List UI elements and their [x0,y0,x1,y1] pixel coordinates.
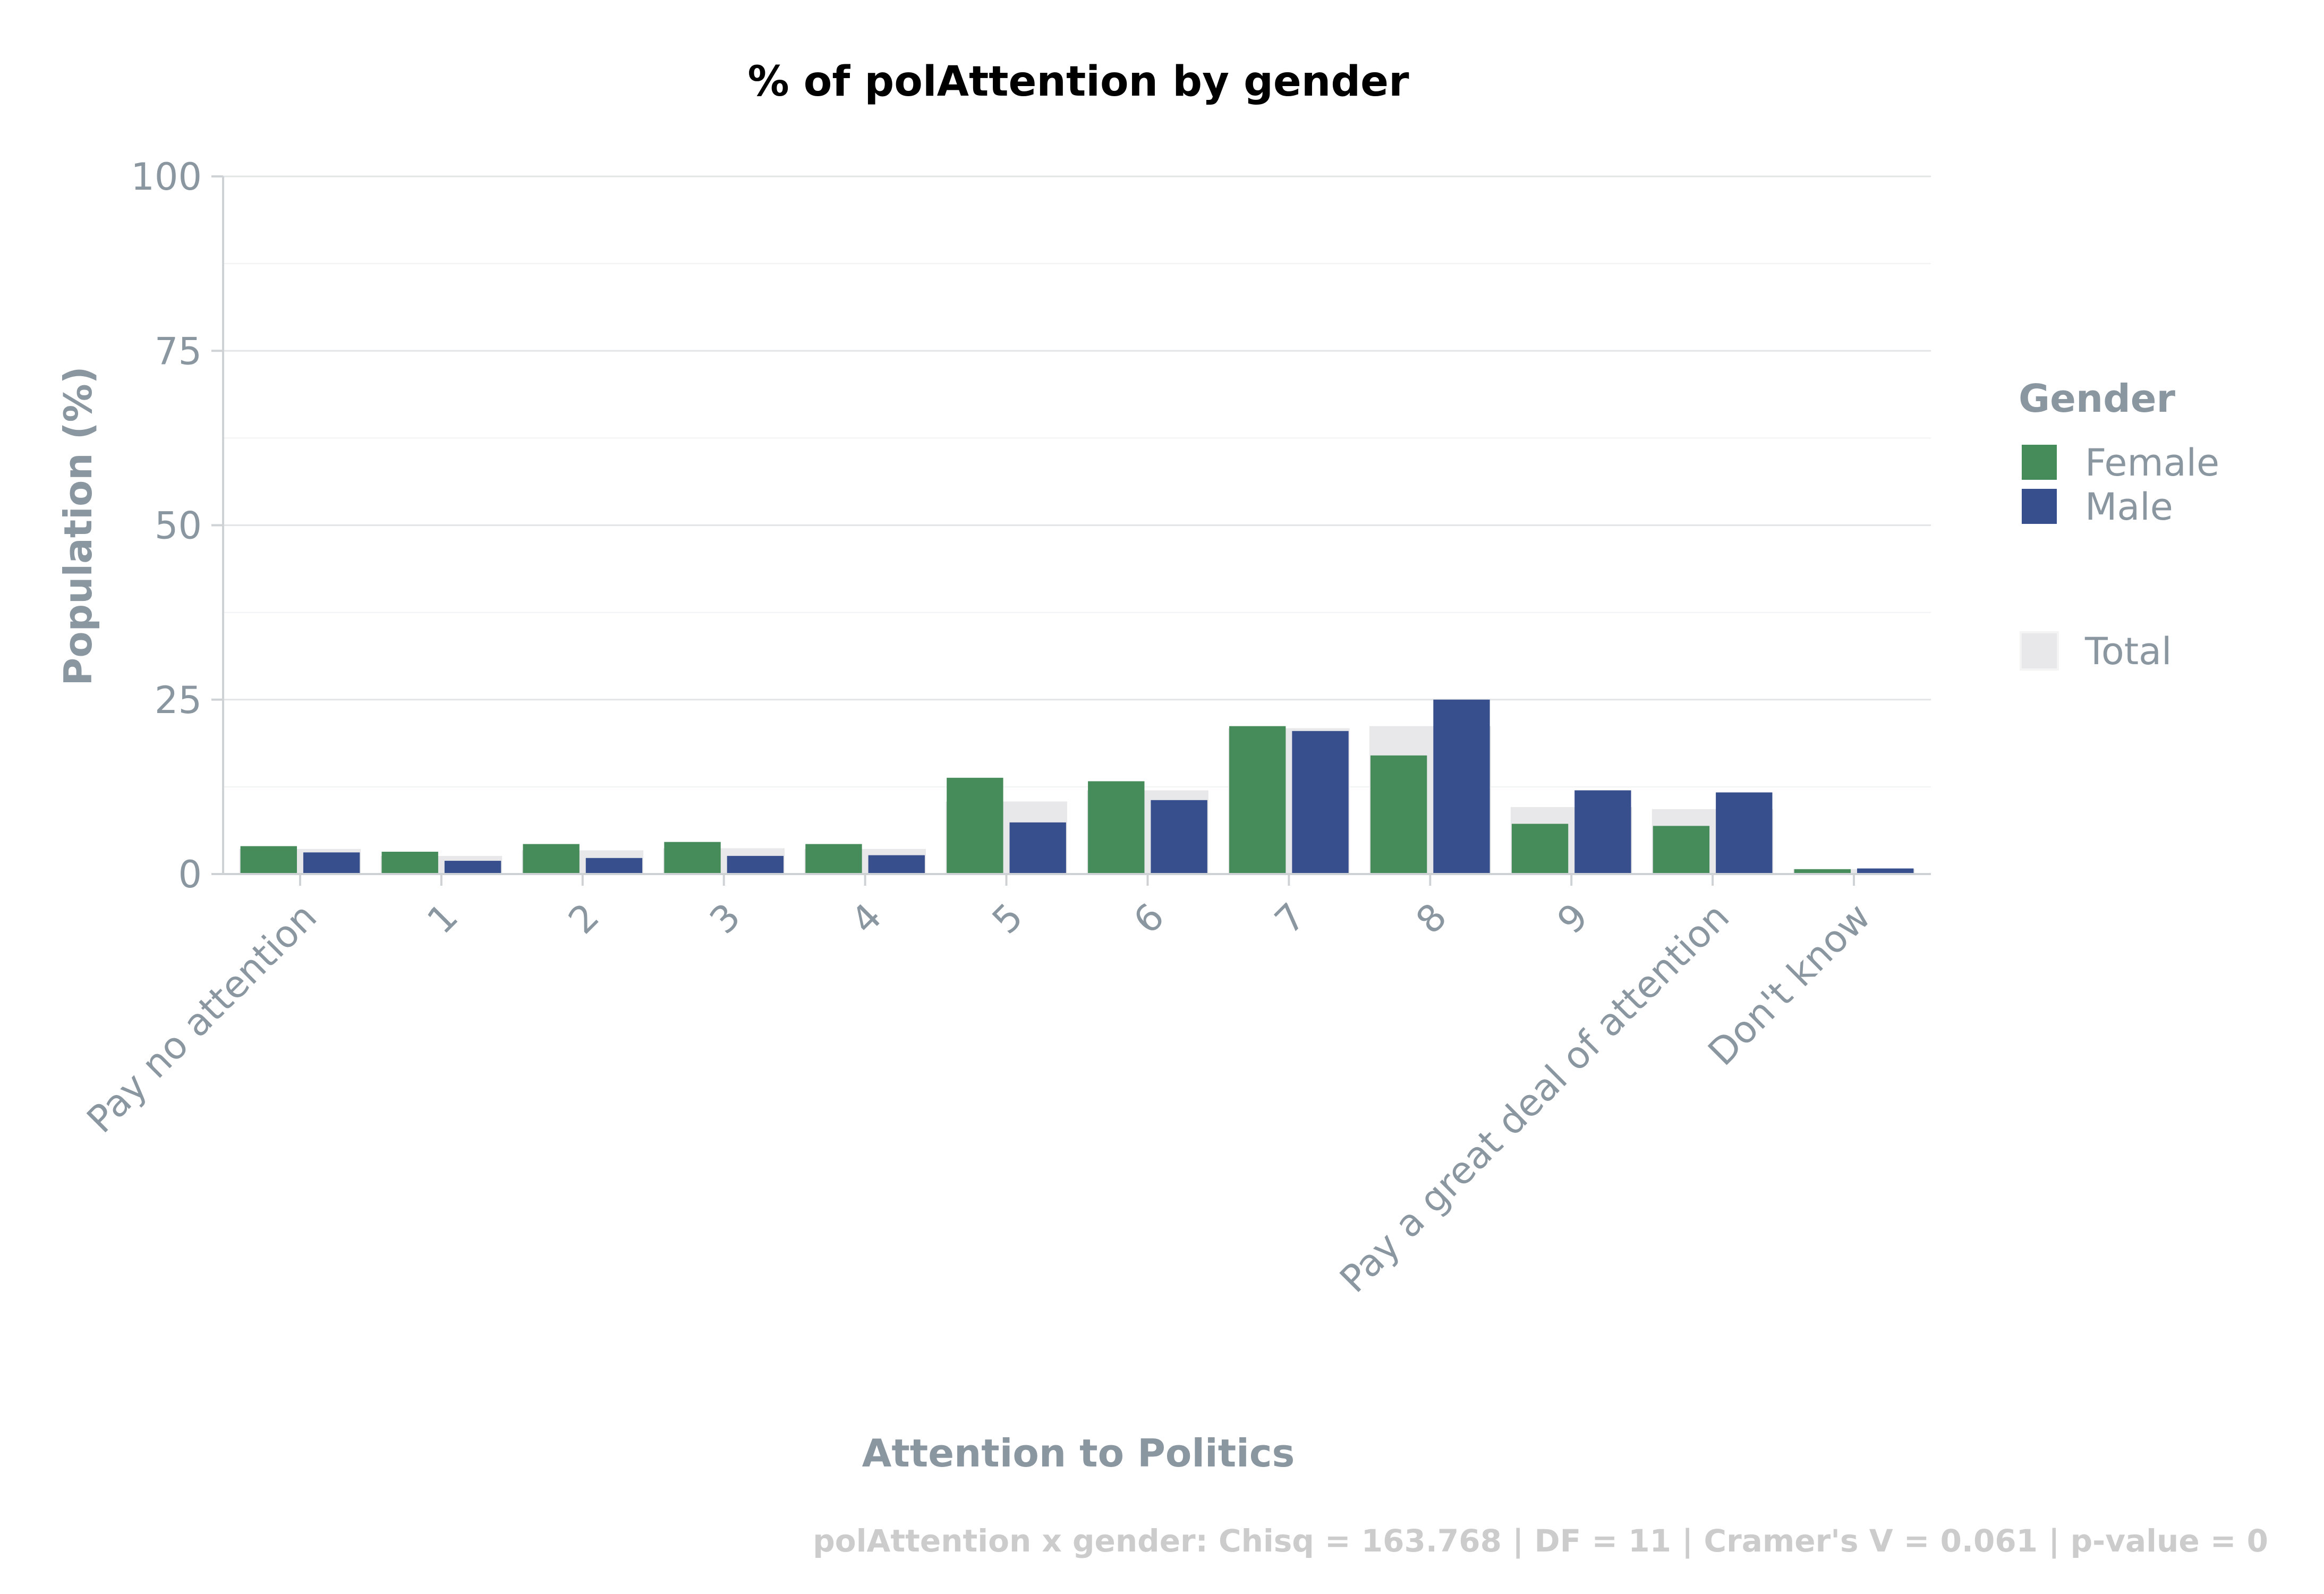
axes [211,175,1931,886]
y-tick-label: 75 [155,329,202,373]
footnote: polAttention x gender: Chisq = 163.768 |… [813,1523,2268,1559]
male-bar [1433,699,1490,874]
y-tick-labels: 0 25 50 75 100 [131,155,202,896]
bars [239,699,1915,874]
female-bar [805,844,862,874]
x-tick-label: 2 [560,895,607,942]
male-bar [1151,800,1207,874]
legend-label-male: Male [2085,485,2173,529]
x-tick-label: Pay a great deal of attention [1332,895,1738,1301]
x-tick-label: 5 [984,895,1031,942]
male-bar [1716,792,1773,874]
legend-label-female: Female [2085,441,2219,485]
y-tick-label: 50 [155,504,202,548]
x-tick-label: 8 [1408,895,1455,942]
male-bar [1574,790,1631,874]
x-tick-label: 7 [1266,895,1314,942]
y-tick-label: 25 [155,679,202,722]
x-tick-label: 6 [1125,895,1172,942]
female-bar [1653,826,1710,874]
female-bar [381,851,438,874]
male-bar [585,858,643,874]
male-bar [444,861,501,874]
x-tick-label: 9 [1549,895,1596,942]
female-bar [1511,824,1569,874]
legend-swatch-male [2020,487,2059,526]
male-bar [303,852,360,874]
female-bar [1088,781,1145,874]
male-bar [868,855,925,874]
male-bar [1009,822,1066,874]
x-tick-label: 3 [701,895,748,942]
x-tick-label: Pay no attention [79,895,325,1141]
legend-title: Gender [2019,376,2176,421]
female-bar [1229,726,1286,874]
female-bar [664,842,721,874]
x-tick-label: 1 [419,895,466,942]
x-tick-label: 4 [842,895,890,942]
male-bar [1292,731,1349,874]
gridlines [223,175,1931,875]
female-bar [1794,869,1851,874]
y-tick-label: 100 [131,155,202,199]
male-bar [1857,868,1914,874]
female-bar [240,846,297,874]
y-axis-title: Population (%) [56,366,100,685]
female-bar [1370,755,1427,874]
legend-label-total: Total [2084,630,2172,673]
legend-swatch-female [2020,443,2059,482]
x-axis-title: Attention to Politics [862,1431,1295,1476]
chart-title: % of polAttention by gender [747,58,1409,106]
female-bar [523,844,580,874]
y-tick-label: 0 [178,853,202,896]
male-bar [727,855,784,874]
female-bar [947,777,1003,874]
total-bar [1793,869,1915,874]
legend-swatch-total [2020,631,2059,671]
